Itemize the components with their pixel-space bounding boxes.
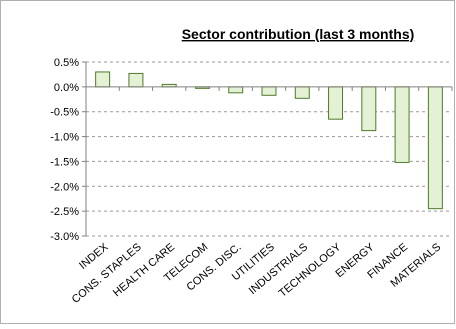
y-tick-label: -2.5% [50,206,79,218]
bar [361,86,377,132]
y-tick-label: -0.5% [50,107,79,119]
axes [82,61,453,237]
bars [95,71,443,210]
bar [328,86,344,120]
bar [228,86,244,94]
bar [394,86,410,163]
y-tick-label: 0.0% [54,82,79,94]
y-axis-tick-labels: 0.5% 0.0% -0.5% -1.0% -1.5% -2.0% -2.5% -3.0% [50,57,79,243]
bar [261,86,277,96]
y-tick-label: 0.5% [54,57,79,69]
grid-layer [86,61,452,237]
y-tick-label: -2.0% [50,181,79,193]
y-tick-label: -3.0% [50,231,79,243]
bar [427,86,443,210]
y-tick-label: -1.5% [50,156,79,168]
bar [294,86,310,99]
y-tick-label: -1.0% [50,132,79,144]
bar [128,72,144,88]
chart-title: Sector contribution (last 3 months) [182,26,415,42]
bar [95,71,111,88]
